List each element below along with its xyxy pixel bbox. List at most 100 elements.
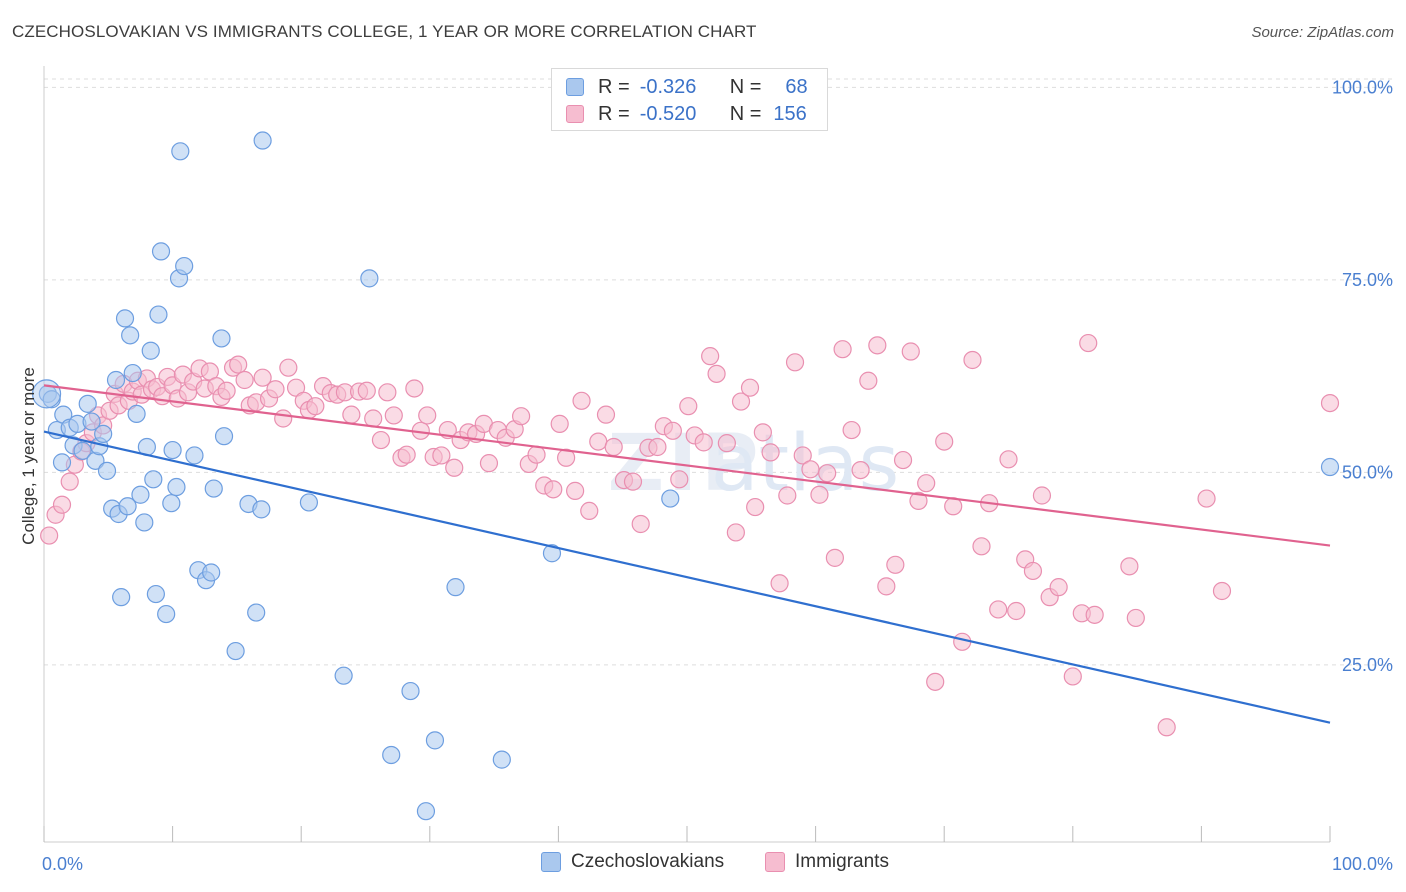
immigrant-point [1157, 718, 1176, 737]
immigrant-point [405, 379, 424, 398]
legend-r-value: -0.520 [639, 102, 697, 125]
immigrant-point [364, 409, 383, 428]
czechoslovakian-point [52, 453, 72, 472]
immigrants-points [40, 333, 1340, 737]
immigrant-point [833, 340, 852, 359]
czechoslovakian-point [247, 603, 266, 622]
series-legend: Czechoslovakians Immigrants [0, 851, 1406, 877]
immigrant-point [1320, 394, 1340, 413]
czechoslovakian-point [446, 578, 465, 597]
immigrant-point [989, 600, 1008, 619]
czechoslovakian-point [78, 394, 97, 413]
czechoslovakian-point [157, 604, 176, 624]
czechoslovakian-point [149, 305, 168, 324]
immigrant-point [761, 443, 780, 462]
czechoslovakian-point [185, 446, 204, 465]
czechoslovakian-point [146, 584, 165, 604]
immigrant-point [753, 423, 772, 442]
czechoslovakian-point [542, 544, 562, 563]
immigrant-point [886, 555, 905, 574]
czechoslovakian-point [112, 588, 131, 607]
legend-r-label: R = [598, 102, 630, 125]
x-tick-label: 0.0% [42, 854, 83, 874]
immigrant-point [253, 368, 272, 387]
legend-swatch-pink [765, 852, 785, 872]
czechoslovakian-point [202, 563, 221, 582]
immigrant-point [550, 414, 569, 433]
czechoslovakian-point [661, 489, 680, 508]
czechoslovakian-point [162, 494, 181, 513]
immigrant-point [778, 486, 797, 505]
immigrant-point [1197, 489, 1216, 508]
legend-item-czechoslovakians[interactable]: Czechoslovakians [541, 851, 724, 873]
czechoslovakian-point [360, 269, 379, 288]
immigrant-point [963, 350, 982, 370]
immigrant-point [418, 406, 437, 425]
czechoslovakian-point [299, 493, 319, 512]
immigrant-point [842, 420, 861, 440]
legend-label: Immigrants [795, 851, 889, 872]
czechoslovakian-point [163, 440, 182, 460]
immigrant-point [229, 355, 248, 374]
immigrant-point [670, 470, 689, 489]
immigrant-point [810, 485, 829, 504]
y-axis-label: College, 1 year or more [19, 367, 38, 545]
czechoslovakian-point [226, 641, 245, 661]
immigrant-point [342, 405, 361, 424]
immigrant-point [378, 383, 397, 402]
immigrant-point [707, 364, 726, 383]
immigrant-point [1126, 608, 1145, 628]
immigrant-point [909, 491, 928, 510]
immigrant-point [371, 430, 391, 450]
immigrant-point [512, 407, 531, 426]
immigrant-point [384, 406, 403, 425]
immigrant-point [217, 381, 236, 400]
immigrant-point [868, 336, 887, 355]
czechoslovakian-point [1320, 457, 1340, 477]
y-tick-label: 100.0% [1332, 77, 1393, 97]
czechoslovakian-point [382, 745, 401, 765]
immigrant-point [445, 458, 464, 477]
x-tick-label: 100.0% [1332, 854, 1393, 874]
immigrant-point [851, 460, 870, 480]
immigrant-point [40, 526, 59, 545]
immigrant-point [1049, 578, 1068, 597]
immigrant-point [52, 495, 72, 514]
immigrant-point [731, 392, 751, 411]
czechoslovakian-point [204, 479, 223, 498]
legend-n-value: 156 [773, 102, 807, 125]
immigrant-point [596, 405, 616, 424]
immigrant-point [279, 358, 298, 377]
czechoslovakian-point [121, 326, 140, 345]
immigrant-point [527, 445, 546, 464]
immigrant-point [432, 446, 451, 465]
immigrant-point [740, 378, 760, 397]
czechoslovakian-point [144, 470, 163, 489]
immigrant-point [479, 454, 499, 473]
stats-legend: R = -0.326 N = 68 R = -0.520 N = 156 [551, 68, 828, 131]
immigrant-point [580, 501, 599, 520]
immigrant-point [397, 445, 416, 464]
legend-swatch-pink [566, 105, 584, 123]
legend-r-label: R = [598, 75, 630, 98]
czechoslovakian-point [167, 477, 186, 497]
chart-title: CZECHOSLOVAKIAN VS IMMIGRANTS COLLEGE, 1… [12, 22, 757, 41]
czechoslovakian-point [416, 802, 436, 821]
czechoslovakian-point [135, 513, 154, 532]
czechoslovakian-point [425, 731, 445, 750]
czechoslovakian-point [401, 681, 420, 701]
legend-row-czechoslovakians: R = -0.326 N = 68 [566, 74, 808, 100]
immigrant-point [1085, 605, 1104, 624]
czechoslovakian-point [127, 404, 146, 423]
immigrant-point [770, 574, 789, 593]
legend-item-immigrants[interactable]: Immigrants [765, 851, 889, 873]
legend-n-label: N = [729, 75, 762, 98]
czechoslovakian-point [175, 256, 194, 276]
immigrant-point [544, 480, 563, 499]
czechoslovakian-point [214, 427, 234, 446]
immigrant-point [357, 381, 376, 400]
source-label: Source: ZipAtlas.com [1251, 24, 1394, 41]
immigrant-point [1063, 667, 1082, 686]
immigrant-point [901, 342, 920, 361]
